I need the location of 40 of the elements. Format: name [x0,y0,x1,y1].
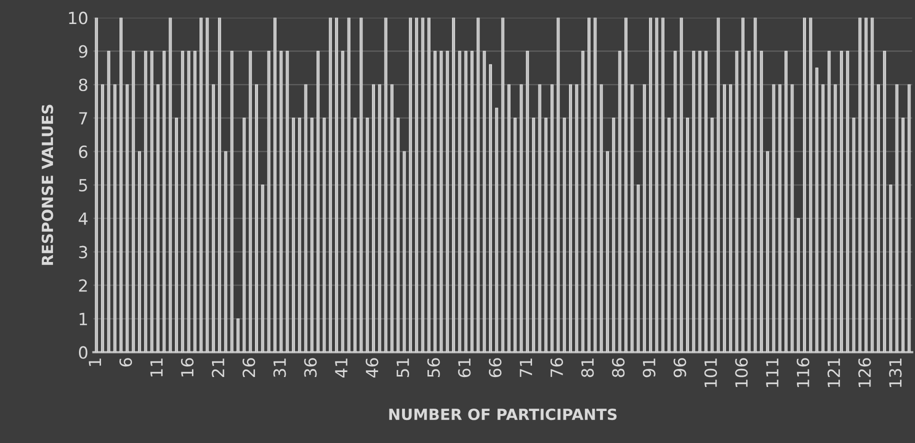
x-tick-label: 26 [242,358,256,378]
x-tick-label: 101 [704,358,717,388]
y-tick-label: 3 [79,246,88,258]
x-tick-label: 31 [273,358,286,377]
x-tick-label: 86 [612,358,625,378]
x-tick-label: 61 [458,358,471,378]
x-tick-label: 6 [119,358,132,366]
x-tick-label: 131 [889,358,902,388]
x-tick-label: 36 [304,358,317,377]
x-tick-label: 41 [335,358,348,378]
x-tick-label: 21 [212,358,224,378]
x-tick-label: 96 [674,358,686,378]
x-tick-label: 51 [396,358,410,377]
x-tick-label: 66 [488,358,502,378]
y-tick-label: 9 [78,45,88,58]
x-tick-label: 81 [581,358,594,378]
y-tick-label: 10 [69,12,88,24]
x-tick-label: 121 [828,358,840,388]
x-tick-label: 46 [366,358,378,378]
x-tick-label: 116 [796,358,810,388]
x-tick-label: 126 [858,358,871,388]
x-tick-label: 1 [88,358,102,366]
x-tick-label: 56 [427,358,440,377]
x-tick-label: 71 [520,358,532,377]
y-tick-label: 5 [79,179,88,192]
y-tick-label: 6 [79,145,88,158]
y-tick-label: 8 [78,78,88,92]
y-axis-title: RESPONSE VALUES [42,104,54,265]
x-tick-label: 11 [150,358,163,376]
x-tick-label: 111 [766,358,778,388]
y-tick-label: 4 [78,212,88,225]
y-tick-label: 2 [79,279,87,292]
x-tick-label: 106 [735,358,748,388]
x-tick-label: 91 [642,358,656,378]
y-tick-label: 7 [79,112,88,124]
x-tick-label: 16 [181,358,194,376]
x-axis-title: NUMBER OF PARTICIPANTS [389,408,617,420]
x-tick-label: 76 [550,358,564,377]
y-tick-label: 0 [78,346,88,359]
y-tick-label: 1 [80,312,87,326]
